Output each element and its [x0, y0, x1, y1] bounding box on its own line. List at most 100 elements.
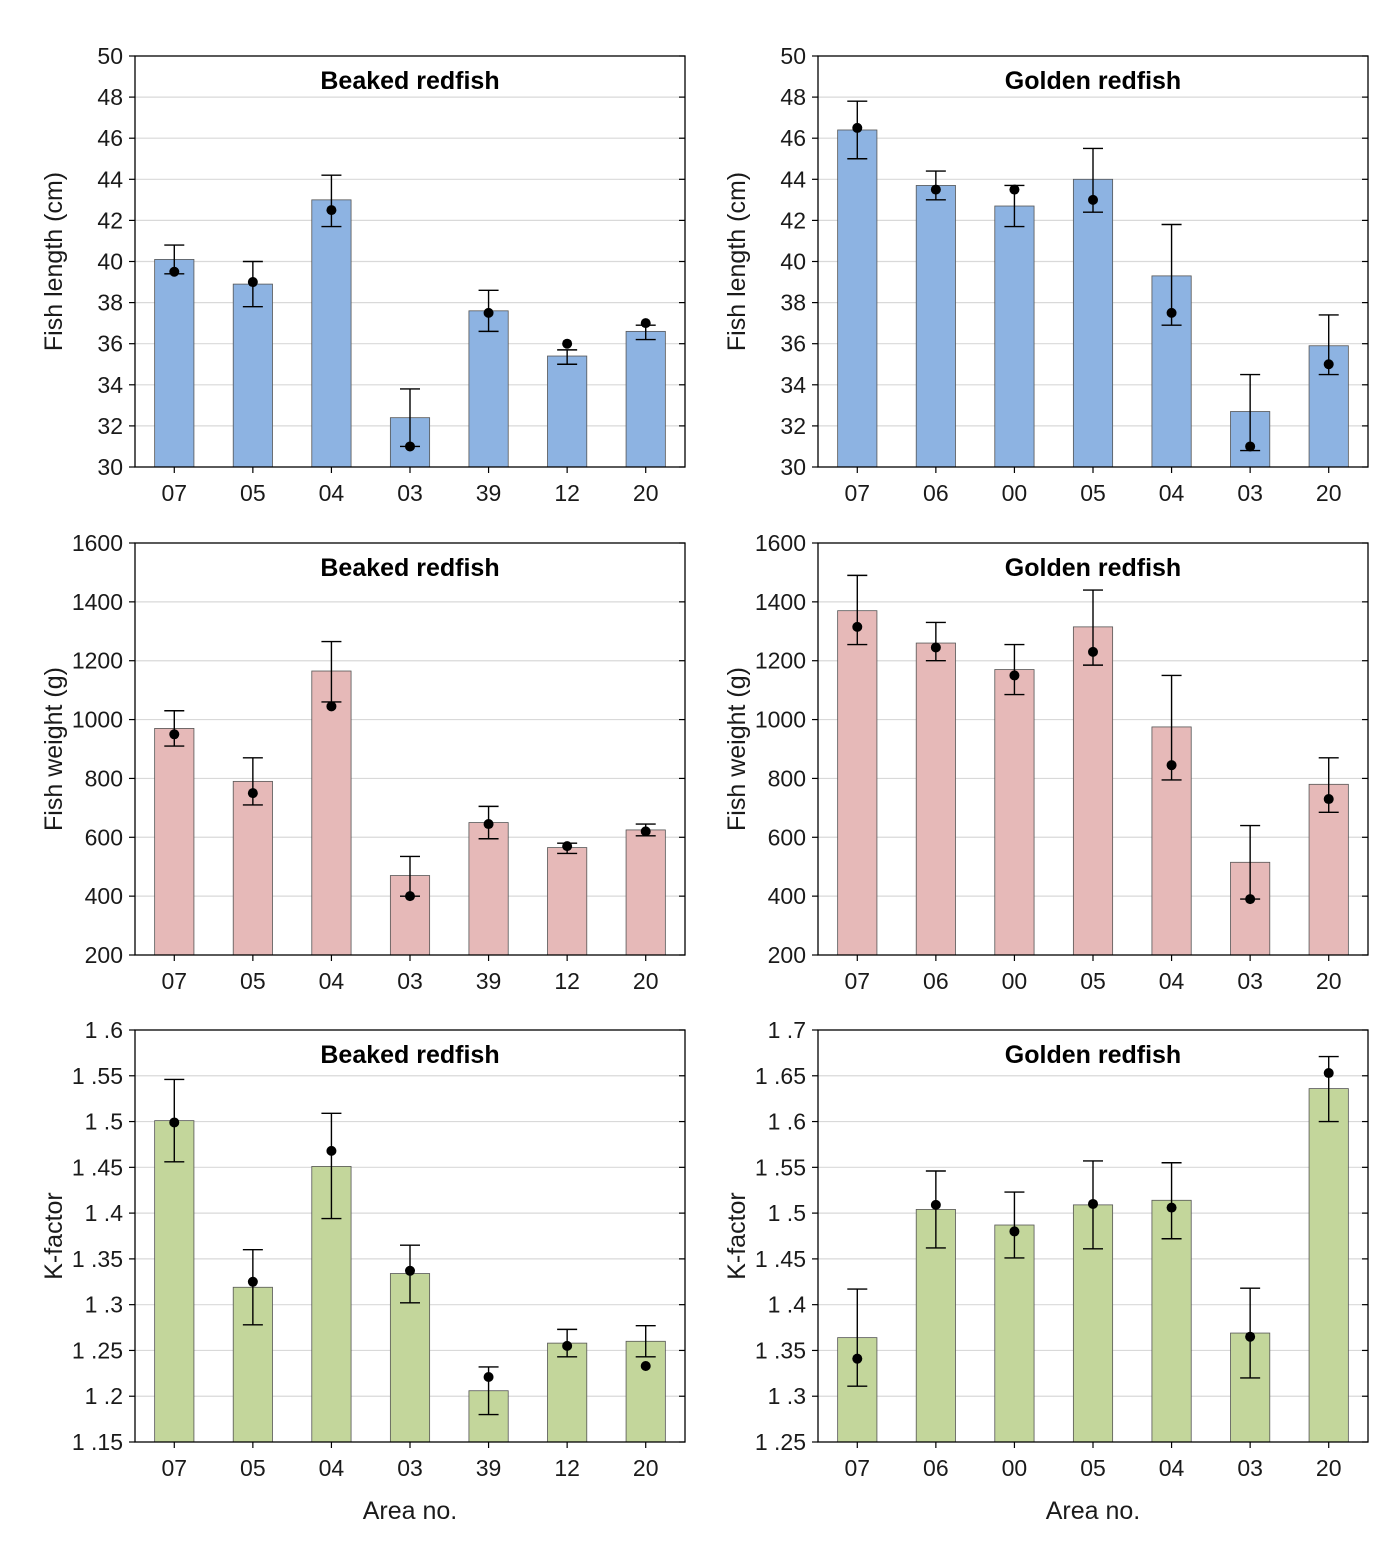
panel-4-y-tick-label: 1200 — [755, 648, 806, 674]
panel-3-x-tick-label-39: 39 — [476, 968, 502, 994]
panel-2-x-tick-label-00: 00 — [1002, 480, 1028, 506]
panel-5-point-39 — [483, 1371, 494, 1382]
panel-5-y-tick-label: 1 .5 — [85, 1109, 123, 1135]
panel-2-title: Golden redfish — [1005, 67, 1181, 95]
panel-4-title: Golden redfish — [1005, 554, 1181, 582]
panel-2-y-tick-label: 48 — [780, 84, 806, 110]
panel-1-bar-12 — [547, 355, 588, 468]
panel-4-x-tick-label-06: 06 — [923, 968, 949, 994]
panel-3-frame — [134, 542, 686, 956]
panel-1-bar-07 — [154, 259, 195, 468]
panel-5-x-tick-label-05: 05 — [240, 1455, 266, 1481]
panel-6-point-03 — [1245, 1331, 1256, 1342]
panel-3-y-tick-label: 600 — [85, 824, 123, 850]
panel-6-y-tick-label: 1 .3 — [768, 1383, 806, 1409]
panel-1-x-tick-label-20: 20 — [633, 480, 659, 506]
panel-4-bar-06 — [915, 642, 956, 956]
panel-3-bar-39 — [468, 822, 509, 956]
panel-6-y-tick-label: 1 .35 — [755, 1337, 806, 1363]
panel-5-y-tick-label: 1 .15 — [72, 1429, 123, 1455]
panel-4-bar-00 — [994, 669, 1035, 956]
panel-1-y-tick-label: 36 — [97, 331, 123, 357]
panel-5-y-tick-label: 1 .55 — [72, 1063, 123, 1089]
panel-1-bar-05 — [232, 283, 273, 468]
panel-6-y-tick-label: 1 .55 — [755, 1154, 806, 1180]
panel-1-y-tick-label: 38 — [97, 290, 123, 316]
panel-4-bar-05 — [1072, 626, 1114, 956]
panel-5-title: Beaked redfish — [320, 1041, 499, 1069]
panel-5-x-tick-label-04: 04 — [319, 1455, 345, 1481]
panel-2-point-00 — [1009, 184, 1020, 195]
panel-4-point-00 — [1009, 670, 1020, 681]
panel-2-point-06 — [930, 184, 941, 195]
panel-6-x-tick-label-00: 00 — [1002, 1455, 1028, 1481]
panel-5-bar-07 — [154, 1120, 195, 1443]
panel-5-y-tick-label: 1 .6 — [85, 1017, 123, 1043]
panel-2-point-07 — [852, 122, 863, 133]
panel-5-x-tick-label-07: 07 — [161, 1455, 187, 1481]
panel-3-bar-05 — [232, 780, 273, 956]
panel-1-point-04 — [326, 205, 337, 216]
panel-5-y-axis-label: K-factor — [40, 1192, 68, 1280]
panel-3-y-tick-label: 1400 — [72, 589, 123, 615]
panel-1-bar-04 — [311, 199, 352, 468]
panel-6-point-07 — [852, 1353, 863, 1364]
panel-1-x-tick-label-39: 39 — [476, 480, 502, 506]
panel-1-point-07 — [169, 266, 180, 277]
panel-5-y-tick-label: 1 .35 — [72, 1246, 123, 1272]
panel-6-title: Golden redfish — [1005, 1041, 1181, 1069]
panel-4-y-axis-label: Fish weight (g) — [723, 667, 751, 831]
panel-3-x-tick-label-04: 04 — [319, 968, 345, 994]
panel-3-y-tick-label: 1200 — [72, 648, 123, 674]
panel-6-frame — [817, 1029, 1369, 1443]
panel-2-bar-05 — [1072, 178, 1114, 468]
panel-4-frame — [817, 542, 1369, 956]
panel-4-x-tick-label-00: 00 — [1002, 968, 1028, 994]
panel-5-bar-20 — [625, 1340, 666, 1443]
panel-4-y-tick-label: 200 — [768, 942, 806, 968]
panel-6-y-tick-label: 1 .7 — [768, 1017, 806, 1043]
panel-6-x-axis-label: Area no. — [1046, 1497, 1141, 1525]
panel-6-point-06 — [930, 1199, 941, 1210]
panel-2-x-tick-label-05: 05 — [1080, 480, 1106, 506]
panel-1-y-tick-label: 42 — [97, 207, 123, 233]
panel-1-x-tick-label-04: 04 — [319, 480, 345, 506]
panel-2-y-tick-label: 46 — [780, 125, 806, 151]
panel-5-point-04 — [326, 1145, 337, 1156]
panel-5-point-07 — [169, 1117, 180, 1128]
panel-1-bar-20 — [625, 330, 666, 468]
panel-1-x-tick-label-03: 03 — [397, 480, 423, 506]
panel-5-point-20 — [640, 1361, 651, 1372]
panel-2-x-tick-label-04: 04 — [1159, 480, 1185, 506]
panel-4-y-tick-label: 800 — [768, 765, 806, 791]
panel-2-bar-00 — [994, 205, 1035, 468]
panel-1-x-tick-label-12: 12 — [554, 480, 580, 506]
panel-6-y-tick-label: 1 .65 — [755, 1063, 806, 1089]
panel-4-y-tick-label: 1000 — [755, 707, 806, 733]
panel-4-point-07 — [852, 621, 863, 632]
panel-1-point-12 — [562, 338, 573, 349]
panel-5-bar-12 — [547, 1342, 588, 1443]
panel-4-y-tick-label: 1400 — [755, 589, 806, 615]
panel-3-y-axis-label: Fish weight (g) — [40, 667, 68, 831]
panel-4-point-20 — [1323, 794, 1334, 805]
panel-1-point-39 — [483, 307, 494, 318]
panel-1-frame — [134, 55, 686, 468]
panel-6-x-tick-label-20: 20 — [1316, 1455, 1342, 1481]
panel-5-y-tick-label: 1 .25 — [72, 1337, 123, 1363]
panel-2-y-tick-label: 34 — [780, 372, 806, 398]
panel-3-bar-20 — [625, 829, 666, 956]
panel-5-x-axis-label: Area no. — [363, 1497, 458, 1525]
panel-6-x-tick-label-05: 05 — [1080, 1455, 1106, 1481]
panel-2-point-04 — [1166, 307, 1177, 318]
panel-6-point-05 — [1088, 1198, 1098, 1209]
panel-2-x-tick-label-06: 06 — [923, 480, 949, 506]
panel-1-title: Beaked redfish — [320, 67, 499, 95]
panel-3-point-05 — [247, 788, 258, 799]
panel-1-y-tick-label: 30 — [97, 454, 123, 480]
panel-2-y-tick-label: 50 — [780, 43, 806, 69]
panel-3-bar-07 — [154, 728, 195, 956]
panel-1-y-tick-label: 48 — [97, 84, 123, 110]
